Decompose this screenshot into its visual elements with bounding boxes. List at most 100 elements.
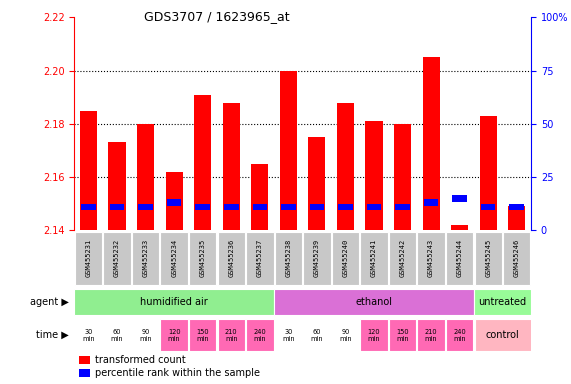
Bar [189,232,216,285]
Text: humidified air: humidified air [140,297,208,307]
Text: GDS3707 / 1623965_at: GDS3707 / 1623965_at [144,10,290,23]
Text: 120
min: 120 min [368,329,380,341]
Bar [79,369,90,377]
Bar [365,121,383,230]
Text: 240
min: 240 min [453,329,466,341]
Bar [480,116,497,230]
Text: GSM455241: GSM455241 [371,239,377,277]
Bar [194,94,211,230]
Text: 30
min: 30 min [82,329,95,341]
Bar [252,204,267,210]
Bar [251,164,268,230]
Bar [218,319,245,351]
Text: 240
min: 240 min [254,329,266,341]
Bar [508,207,525,230]
Bar [389,319,416,351]
Bar [75,232,102,285]
Bar [274,290,474,315]
Bar [74,290,274,315]
Text: 150
min: 150 min [196,329,209,341]
Bar [132,319,159,351]
Text: transformed count: transformed count [95,355,186,365]
Text: 210
min: 210 min [225,329,238,341]
Bar [395,204,410,210]
Bar [481,204,496,210]
Bar [389,232,416,285]
Bar [110,204,124,210]
Text: GSM455246: GSM455246 [514,239,520,277]
Text: time ▶: time ▶ [36,330,69,340]
Bar [246,319,274,351]
Bar [509,204,524,210]
Bar [303,319,331,351]
Bar [275,232,302,285]
Text: GSM455236: GSM455236 [228,239,234,277]
Bar [160,319,188,351]
Text: GSM455244: GSM455244 [457,239,463,277]
Bar [474,290,531,315]
Text: GSM455239: GSM455239 [314,239,320,277]
Text: GSM455238: GSM455238 [286,239,291,277]
Text: GSM455237: GSM455237 [257,239,263,277]
Bar [332,232,359,285]
Text: 210
min: 210 min [425,329,437,341]
Bar [446,319,473,351]
Bar [138,204,153,210]
Text: GSM455235: GSM455235 [200,239,206,277]
Text: agent ▶: agent ▶ [30,297,69,308]
Bar [424,199,439,206]
Bar [137,124,154,230]
Bar [103,232,131,285]
Bar [75,319,102,351]
Text: 60
min: 60 min [111,329,123,341]
Bar [195,204,210,210]
Bar [246,232,274,285]
Bar [108,142,126,230]
Bar [452,195,467,202]
Text: GSM455232: GSM455232 [114,239,120,277]
Bar [332,319,359,351]
Bar [167,199,182,206]
Bar [160,232,188,285]
Bar [303,232,331,285]
Text: untreated: untreated [478,297,526,307]
Text: GSM455231: GSM455231 [86,239,91,277]
Bar [224,204,239,210]
Bar [338,204,353,210]
Bar [423,57,440,230]
Text: GSM455233: GSM455233 [143,239,148,277]
Text: GSM455245: GSM455245 [485,239,491,277]
Bar [79,356,90,364]
Bar [417,232,445,285]
Bar [446,232,473,285]
Bar [309,204,324,210]
Bar [394,124,411,230]
Bar [189,319,216,351]
Text: GSM455240: GSM455240 [343,239,348,277]
Bar [132,232,159,285]
Text: GSM455243: GSM455243 [428,239,434,277]
Bar [451,225,468,230]
Bar [223,103,240,230]
Bar [80,111,97,230]
Text: GSM455242: GSM455242 [400,239,405,277]
Text: GSM455234: GSM455234 [171,239,177,277]
Bar [475,232,502,285]
Bar [275,319,302,351]
Text: 30
min: 30 min [282,329,295,341]
Text: 150
min: 150 min [396,329,409,341]
Text: 60
min: 60 min [311,329,323,341]
Bar [360,232,388,285]
Bar [360,319,388,351]
Bar [166,172,183,230]
Bar [218,232,245,285]
Text: 90
min: 90 min [339,329,352,341]
Bar [337,103,354,230]
Bar [280,71,297,230]
Bar [417,319,445,351]
Bar [281,204,296,210]
Text: control: control [485,330,520,340]
Bar [81,204,96,210]
Text: percentile rank within the sample: percentile rank within the sample [95,368,260,379]
Bar [367,204,381,210]
